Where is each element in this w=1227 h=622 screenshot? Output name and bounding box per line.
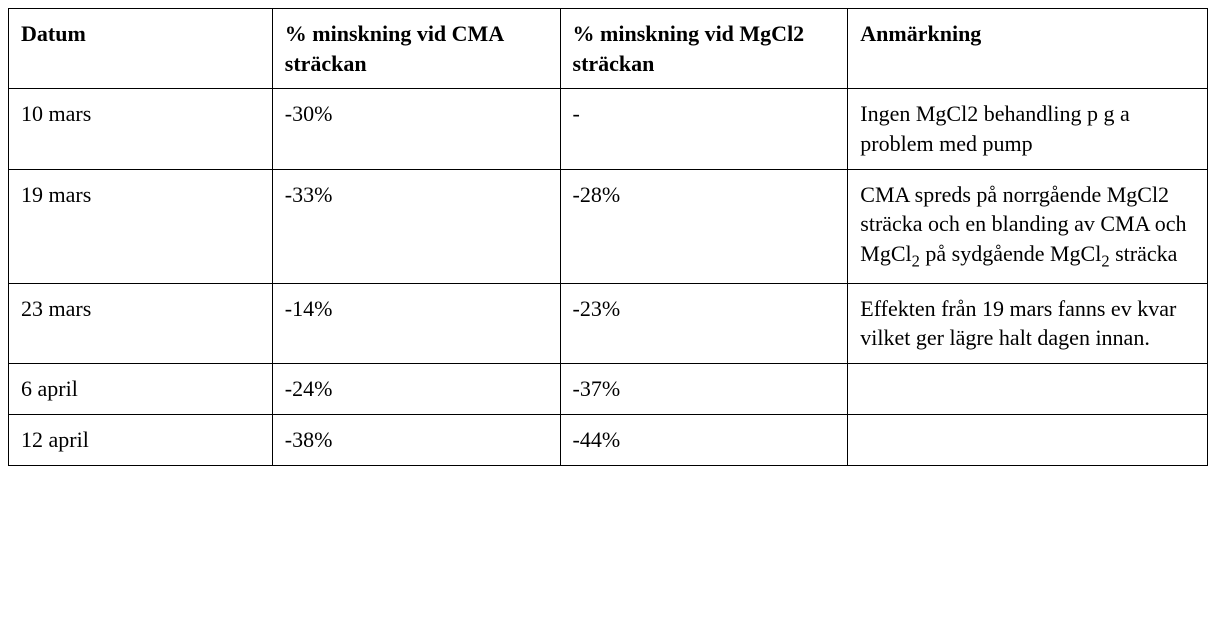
table-header-row: Datum % minskning vid CMA sträckan % min… xyxy=(9,9,1208,89)
col-header-anmarkning: Anmärkning xyxy=(848,9,1208,89)
col-header-cma: % minskning vid CMA sträckan xyxy=(272,9,560,89)
data-table: Datum % minskning vid CMA sträckan % min… xyxy=(8,8,1208,466)
table-row: 10 mars -30% - Ingen MgCl2 behandling p … xyxy=(9,89,1208,169)
col-header-datum: Datum xyxy=(9,9,273,89)
cell-mgcl2: - xyxy=(560,89,848,169)
table-row: 19 mars -33% -28% CMA spreds på norrgåen… xyxy=(9,169,1208,283)
table-row: 23 mars -14% -23% Effekten från 19 mars … xyxy=(9,283,1208,363)
table-row: 6 april -24% -37% xyxy=(9,364,1208,415)
cell-mgcl2: -37% xyxy=(560,364,848,415)
cell-mgcl2: -28% xyxy=(560,169,848,283)
table-row: 12 april -38% -44% xyxy=(9,414,1208,465)
cell-anmarkning: Effekten från 19 mars fanns ev kvar vilk… xyxy=(848,283,1208,363)
cell-cma: -33% xyxy=(272,169,560,283)
cell-cma: -30% xyxy=(272,89,560,169)
cell-datum: 12 april xyxy=(9,414,273,465)
cell-anmarkning xyxy=(848,364,1208,415)
col-header-mgcl2: % minskning vid MgCl2 sträckan xyxy=(560,9,848,89)
cell-cma: -14% xyxy=(272,283,560,363)
cell-datum: 23 mars xyxy=(9,283,273,363)
cell-datum: 10 mars xyxy=(9,89,273,169)
cell-cma: -24% xyxy=(272,364,560,415)
cell-datum: 6 april xyxy=(9,364,273,415)
cell-mgcl2: -23% xyxy=(560,283,848,363)
cell-anmarkning: Ingen MgCl2 behandling p g a problem med… xyxy=(848,89,1208,169)
cell-cma: -38% xyxy=(272,414,560,465)
cell-mgcl2: -44% xyxy=(560,414,848,465)
cell-anmarkning xyxy=(848,414,1208,465)
cell-anmarkning: CMA spreds på norrgående MgCl2 sträcka o… xyxy=(848,169,1208,283)
cell-datum: 19 mars xyxy=(9,169,273,283)
